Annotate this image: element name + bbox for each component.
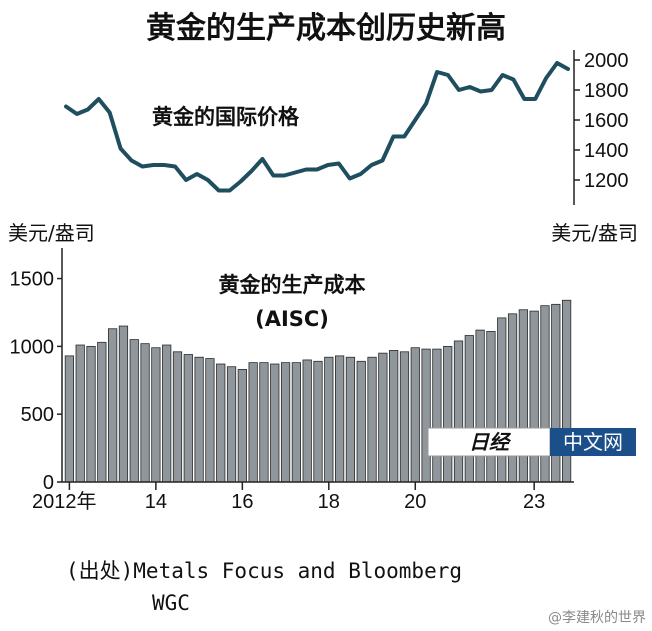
cost-bar [421, 348, 431, 483]
cost-bar [270, 363, 280, 483]
cost-bar [140, 343, 150, 483]
price-unit-label: 美元/盎司 [551, 221, 638, 245]
cost-bar [475, 329, 485, 483]
cost-bar [216, 363, 226, 483]
cost-bar [507, 313, 518, 483]
cost-bar [64, 355, 75, 483]
cost-bar [118, 325, 129, 483]
price-tick-label: 1400 [584, 140, 629, 162]
price-tick-label: 1600 [584, 110, 629, 132]
cost-y-axis-ticks: 0 500 1000 1500 [10, 269, 62, 494]
cost-bar [183, 354, 193, 483]
cost-bar [280, 362, 291, 483]
source-line-1: (出处)Metals Focus and Bloomberg [66, 559, 462, 583]
cost-bar [108, 328, 118, 483]
chart-title: 黄金的生产成本创历史新高 [146, 11, 506, 46]
x-tick-label: 2012年 [32, 490, 97, 513]
cost-bar [399, 351, 410, 483]
cost-bar [248, 362, 258, 483]
x-tick-label: 14 [145, 491, 167, 513]
cost-y-tick-label: 1500 [10, 269, 55, 291]
cost-bar [205, 358, 215, 483]
cost-y-tick-label: 1000 [10, 336, 55, 358]
cost-bar [291, 362, 302, 483]
price-axis-ticks: 1200 1400 1600 1800 2000 [574, 50, 629, 192]
price-series-title: 黄金的国际价格 [152, 105, 300, 129]
cost-bar [345, 356, 356, 483]
logo-left-text: 日经 [469, 430, 512, 454]
cost-y-tick-label: 500 [21, 404, 54, 426]
cost-bar [86, 345, 96, 483]
cost-bar [334, 355, 345, 483]
source-line-2: WGC [152, 591, 190, 615]
cost-bar [162, 344, 172, 483]
cost-unit-label: 美元/盎司 [8, 221, 95, 245]
cost-bar [259, 362, 269, 483]
cost-bar [194, 356, 204, 483]
cost-bar-chart: 美元/盎司 黄金的生产成本 (AISC) 0 500 1000 1500 2012年 1… [8, 221, 574, 513]
cost-bar [237, 369, 247, 483]
cost-bar [324, 356, 334, 483]
logo-right-text: 中文网 [563, 430, 623, 454]
nikkei-logo: 日经 中文网 [427, 427, 636, 457]
cost-bar [313, 360, 323, 483]
cost-bar [302, 359, 312, 483]
cost-bar [172, 351, 183, 483]
price-tick-label: 2000 [584, 50, 629, 72]
x-tick-label: 20 [404, 491, 426, 513]
x-tick-label: 16 [231, 491, 253, 513]
cost-bar [367, 356, 377, 483]
cost-bar [356, 360, 366, 483]
cost-bar [129, 339, 139, 483]
cost-bar [486, 331, 496, 483]
price-tick-label: 1200 [584, 170, 629, 192]
cost-series-subtitle: (AISC) [255, 307, 329, 331]
cost-bar [497, 317, 507, 483]
cost-bar [97, 341, 107, 483]
cost-bar [226, 366, 237, 483]
x-tick-label: 23 [523, 491, 545, 513]
cost-bar [378, 352, 388, 483]
cost-bar [151, 347, 161, 483]
price-tick-label: 1800 [584, 80, 629, 102]
cost-bar [410, 347, 420, 483]
logo-left-box [427, 427, 551, 457]
cost-bar [443, 345, 453, 483]
cost-bar [453, 340, 464, 483]
cost-y-tick-label: 0 [43, 472, 54, 494]
cost-bar [432, 348, 442, 483]
price-line-chart: 黄金的国际价格 美元/盎司 1200 1400 1600 1800 2000 [64, 50, 638, 245]
cost-bar [389, 350, 399, 483]
x-tick-label: 18 [318, 491, 340, 513]
cost-series-title: 黄金的生产成本 [219, 273, 366, 297]
cost-bar [464, 335, 474, 483]
logo-right-box [550, 428, 636, 456]
x-axis-ticks: 2012年 14 16 18 20 23 [32, 482, 545, 513]
price-series-line [64, 61, 570, 193]
cost-bar [75, 344, 85, 483]
weibo-watermark: @李建秋的世界 [548, 610, 646, 626]
